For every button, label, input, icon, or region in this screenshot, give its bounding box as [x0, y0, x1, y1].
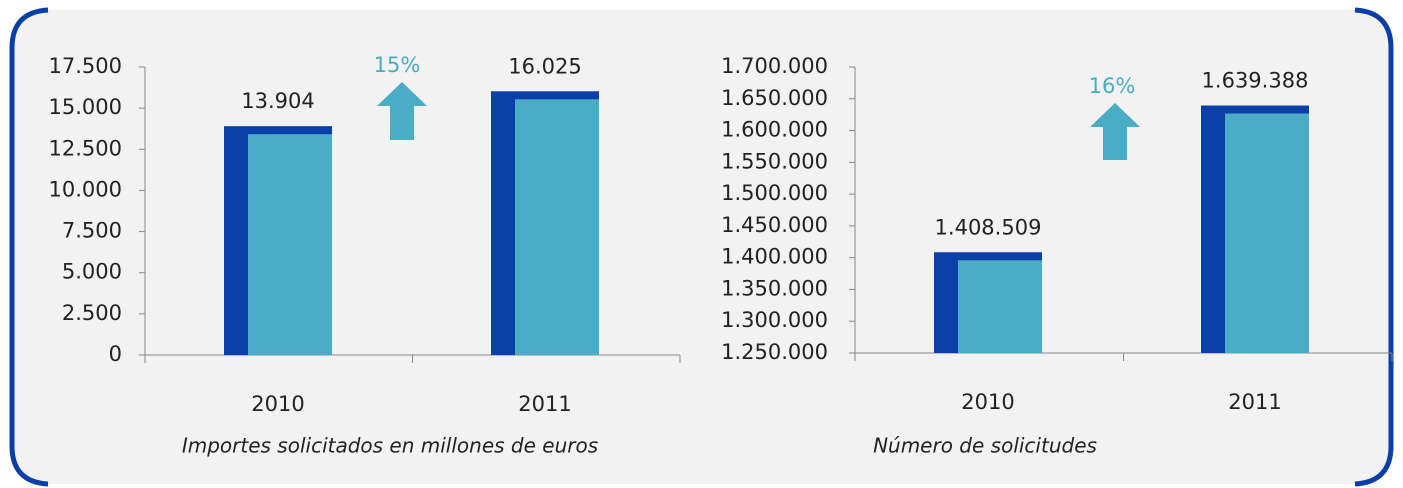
axis-label: Número de solicitudes	[873, 434, 1097, 458]
annotation: 15%	[374, 53, 421, 77]
bar-face	[958, 260, 1042, 353]
x-tick-label: 2010	[251, 392, 304, 416]
y-tick-label: 1.550.000	[721, 149, 828, 173]
value-label: 1.408.509	[935, 215, 1042, 239]
x-tick-label: 2011	[518, 392, 571, 416]
y-tick-label: 7.500	[62, 219, 122, 243]
axis-label: Importes solicitados en millones de euro…	[182, 434, 598, 458]
y-tick-label: 12.500	[49, 136, 122, 160]
y-tick-label: 2.500	[62, 301, 122, 325]
y-tick-label: 17.500	[49, 54, 122, 78]
arrow	[1090, 103, 1140, 160]
value-label: 1.639.388	[1202, 69, 1309, 93]
value-label: 16.025	[508, 54, 581, 78]
y-tick-label: 0	[109, 342, 122, 366]
arrow	[377, 82, 427, 140]
x-tick-label: 2010	[961, 390, 1014, 414]
frame-left	[9, 7, 49, 487]
y-tick-label: 1.350.000	[721, 276, 828, 300]
panel	[10, 10, 1393, 484]
y-tick-label: 1.450.000	[721, 213, 828, 237]
y-tick-label: 1.250.000	[721, 340, 828, 364]
bar-face	[1225, 113, 1309, 353]
y-tick-label: 15.000	[49, 95, 122, 119]
y-tick-label: 1.650.000	[721, 86, 828, 110]
value-label: 13.904	[241, 89, 314, 113]
frame-right	[1354, 7, 1394, 487]
x-tick-label: 2011	[1228, 390, 1281, 414]
y-tick-label: 5.000	[62, 260, 122, 284]
y-tick-label: 10.000	[49, 177, 122, 201]
bar-face	[248, 134, 332, 355]
y-tick-label: 1.500.000	[721, 181, 828, 205]
y-tick-label: 1.700.000	[721, 54, 828, 78]
bar-face	[515, 99, 599, 355]
y-tick-label: 1.400.000	[721, 245, 828, 269]
y-tick-label: 1.300.000	[721, 308, 828, 332]
y-tick-label: 1.600.000	[721, 118, 828, 142]
annotation: 16%	[1089, 74, 1136, 98]
